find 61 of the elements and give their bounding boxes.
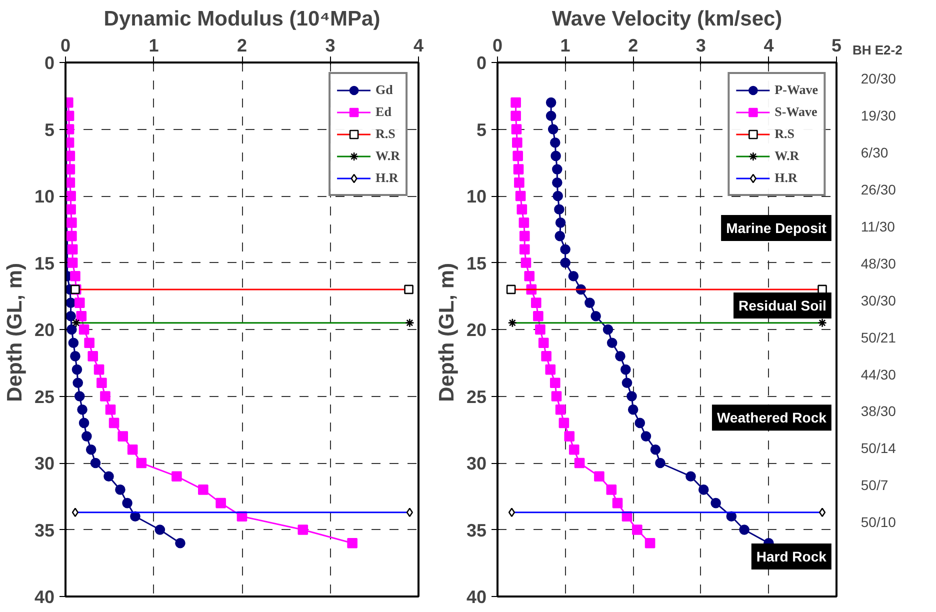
y-tick-label: 30 bbox=[34, 454, 55, 474]
legend-label: R.S bbox=[774, 126, 795, 142]
x-tick-label: 5 bbox=[831, 36, 842, 56]
text: 6/30 bbox=[860, 144, 888, 160]
annotation: Weathered Rock bbox=[716, 410, 827, 426]
y-tick-label: 30 bbox=[466, 454, 487, 474]
y-tick-label: 20 bbox=[466, 320, 487, 340]
y-tick-label: 35 bbox=[466, 520, 487, 540]
x-tick-label: 2 bbox=[628, 36, 638, 56]
annotation: Hard Rock bbox=[756, 548, 827, 564]
y-tick-label: 0 bbox=[476, 53, 487, 73]
text: 20/30 bbox=[860, 70, 896, 87]
y-tick-label: 5 bbox=[476, 120, 487, 140]
legend-label: P-Wave bbox=[774, 82, 818, 98]
x-tick-label: 0 bbox=[60, 36, 71, 56]
text: BH E2-2 bbox=[852, 42, 902, 58]
y-tick-label: 40 bbox=[34, 587, 55, 607]
text: 11/30 bbox=[860, 218, 896, 234]
x-tick-label: 0 bbox=[492, 36, 503, 56]
y-tick-label: 10 bbox=[34, 186, 55, 206]
x-tick-label: 4 bbox=[764, 36, 774, 56]
text: 50/14 bbox=[860, 440, 896, 456]
y-tick-label: 25 bbox=[466, 386, 487, 407]
text: 48/30 bbox=[860, 255, 896, 272]
y-tick-label: 25 bbox=[34, 386, 55, 407]
x-tick-label: 4 bbox=[413, 36, 424, 56]
y-tick-label: 35 bbox=[34, 520, 55, 540]
text: 19/30 bbox=[860, 107, 896, 124]
text: 50/21 bbox=[860, 329, 896, 346]
annotation: Residual Soil bbox=[738, 297, 826, 314]
legend-label: Ed bbox=[376, 104, 392, 120]
annotation: Marine Deposit bbox=[726, 220, 827, 236]
text: 38/30 bbox=[860, 403, 896, 420]
chart-title: Wave Velocity (km/sec) bbox=[552, 8, 782, 30]
text: 50/7 bbox=[860, 477, 888, 494]
y-axis-title: Depth (GL, m) bbox=[435, 263, 458, 402]
y-tick-label: 0 bbox=[44, 53, 55, 73]
x-tick-label: 1 bbox=[560, 36, 570, 56]
y-axis-title: Depth (GL, m) bbox=[3, 263, 26, 402]
x-tick-label: 3 bbox=[325, 36, 336, 56]
x-tick-label: 2 bbox=[236, 36, 248, 56]
text: 44/30 bbox=[860, 366, 896, 382]
text: 50/10 bbox=[860, 514, 896, 530]
y-tick-label: 40 bbox=[466, 587, 487, 607]
y-tick-label: 10 bbox=[466, 186, 487, 206]
legend-label: H.R bbox=[376, 170, 398, 186]
legend-label: H.R bbox=[774, 170, 798, 186]
legend-label: W.R bbox=[774, 148, 800, 164]
legend-label: W.R bbox=[376, 148, 400, 164]
legend-label: R.S bbox=[376, 126, 396, 142]
y-tick-label: 20 bbox=[34, 320, 55, 340]
text: 26/30 bbox=[860, 181, 896, 198]
x-tick-label: 1 bbox=[148, 36, 159, 56]
chart-title: Dynamic Modulus (10⁴MPa) bbox=[104, 8, 380, 30]
legend-label: Gd bbox=[376, 82, 394, 98]
y-tick-label: 5 bbox=[44, 120, 55, 140]
y-tick-label: 15 bbox=[34, 253, 55, 274]
legend-label: S-Wave bbox=[774, 104, 818, 120]
text: 30/30 bbox=[860, 292, 896, 308]
y-tick-label: 15 bbox=[466, 253, 487, 274]
x-tick-label: 3 bbox=[696, 36, 706, 56]
